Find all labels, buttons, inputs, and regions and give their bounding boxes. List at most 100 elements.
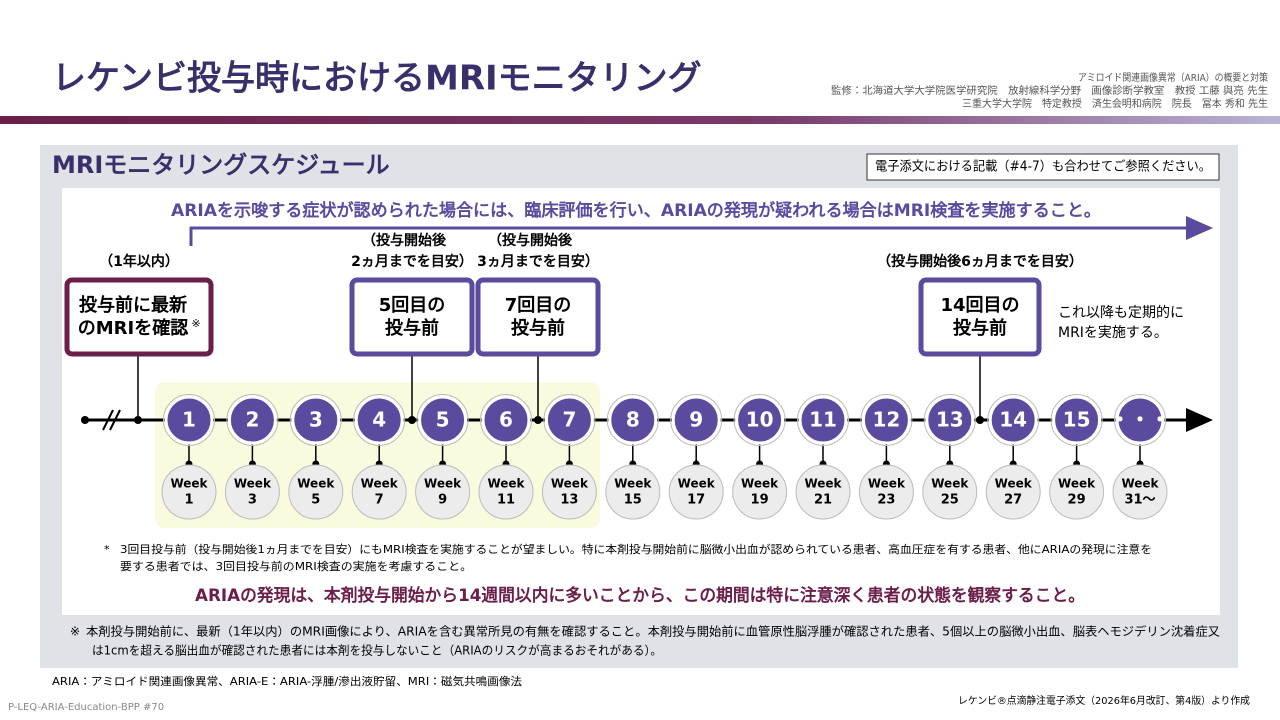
dose-number: 12	[872, 408, 900, 432]
dose-ring	[987, 394, 1040, 446]
checkpoint-box	[349, 277, 475, 357]
week-circle	[351, 464, 407, 520]
week-number: 7	[375, 493, 384, 508]
week-word: Week	[678, 477, 716, 491]
kome-mark: ※	[70, 625, 80, 639]
reference: 電子添文における記載（#4-7）も合わせてご参照ください。	[875, 159, 1211, 175]
dose-ring	[226, 394, 279, 446]
week-word: Week	[297, 477, 335, 491]
checkpoint-period: （投与開始後	[362, 232, 447, 249]
checkpoint-dot	[534, 416, 542, 424]
week-number: 17	[687, 493, 705, 508]
week-circle	[668, 464, 724, 520]
dose-circle	[418, 395, 468, 445]
dose-number: 6	[499, 408, 513, 432]
axis-break	[102, 409, 114, 431]
dose-ring	[1050, 394, 1103, 446]
dose-number: 8	[626, 408, 640, 432]
kome-note: は1cmを超える脳出血が確認された患者には本剤を投与しないこと（ARIAのリスク…	[92, 643, 662, 658]
dose-ring	[480, 394, 532, 446]
checkpoint-period: （1年以内）	[99, 253, 179, 270]
week-number: 31～	[1124, 493, 1155, 508]
week-circle	[795, 464, 851, 520]
checkpoint-label: 投与前	[953, 317, 1007, 339]
dose-ring	[416, 394, 469, 446]
star-note: 3回目投与前（投与開始後1ヵ月までを目安）にもMRI検査を実施することが望ましい…	[120, 542, 1152, 556]
checkpoint-label: 投与前	[385, 317, 439, 339]
dose-circle	[925, 395, 975, 445]
week-circle	[922, 464, 978, 520]
week-number: 5	[311, 493, 320, 508]
code: P-LEQ-ARIA-Education-BPP #70	[8, 702, 164, 713]
week-word: Week	[741, 477, 779, 491]
week-word: Week	[170, 477, 208, 491]
week-word: Week	[804, 477, 842, 491]
checkpoint-period: （投与開始後6ヵ月までを目安）	[877, 253, 1083, 270]
credit: 三重大学大学院 特定教授 済生会明和病院 院長 冨本 秀和 先生	[962, 97, 1268, 110]
week-word: Week	[868, 477, 906, 491]
checkpoint-label: 7回目の	[505, 295, 572, 316]
axis-break	[109, 409, 121, 431]
week-word: Week	[234, 477, 272, 491]
week-word: Week	[424, 477, 462, 491]
dose-number: ・・・	[1110, 408, 1170, 432]
week-circle	[1112, 464, 1168, 520]
week-number: 13	[560, 493, 578, 508]
title: レケンビ投与時におけるMRIモニタリング	[52, 59, 702, 99]
week-word: Week	[931, 477, 969, 491]
checkpoint-box	[475, 277, 601, 357]
banner: ARIAを示唆する症状が認められた場合には、臨床評価を行い、ARIAの発現が疑わ…	[171, 200, 1101, 221]
header-bar	[0, 116, 1280, 124]
dose-circle	[988, 395, 1038, 445]
week-circle	[224, 464, 280, 520]
week-number: 29	[1068, 493, 1086, 508]
axis-start	[81, 416, 89, 424]
dose-ring	[860, 394, 913, 446]
week-word: Week	[995, 477, 1033, 491]
dose-number: 1	[182, 408, 196, 432]
reference-box	[866, 153, 1220, 181]
week-circle	[1049, 464, 1105, 520]
star-note: 要する患者では、3回目投与前のMRI検査の実施を考慮すること。	[120, 559, 472, 573]
continuation: これ以降も定期的に	[1058, 305, 1184, 321]
dose-ring	[163, 394, 215, 446]
week-number: 27	[1004, 493, 1022, 508]
dose-ring	[543, 394, 596, 446]
week-circle	[605, 464, 661, 520]
dose-circle	[354, 395, 404, 445]
week-circle	[288, 464, 344, 520]
week-circle	[415, 464, 471, 520]
dose-circle	[164, 395, 214, 445]
dose-ring	[670, 394, 723, 446]
checkpoint-label: のMRIを確認	[78, 317, 188, 339]
checkpoint-box	[918, 277, 1042, 357]
checkpoint-label: 14回目の	[940, 295, 1019, 316]
checkpoint-period: （投与開始後	[488, 232, 573, 249]
dose-number: 11	[809, 408, 837, 432]
week-word: Week	[361, 477, 399, 491]
dose-number: 10	[746, 408, 774, 432]
dose-number: 7	[562, 408, 576, 432]
dose-number: 14	[999, 408, 1027, 432]
dose-number: 15	[1063, 408, 1091, 432]
dose-circle	[227, 395, 277, 445]
checkpoint-mark: ※	[191, 317, 200, 330]
dose-circle	[481, 395, 531, 445]
dose-circle	[735, 395, 785, 445]
dose-circle	[861, 395, 911, 445]
checkpoint-dot	[134, 416, 142, 424]
dose-number: 3	[309, 408, 323, 432]
kome-note: 本剤投与開始前に、最新（1年以内）のMRI画像により、ARIAを含む異常所見の有…	[86, 624, 1220, 639]
week-circle	[858, 464, 914, 520]
source: レケンビ®点滴静注電子添文（2026年6月改訂、第4版）より作成	[958, 694, 1250, 707]
dose-ring	[733, 394, 786, 446]
credit: アミロイド関連画像異常（ARIA）の概要と対策	[1078, 71, 1268, 84]
week-number: 3	[248, 493, 257, 508]
dose-ring	[289, 394, 342, 446]
dose-ring	[606, 394, 659, 446]
week-number: 21	[814, 493, 832, 508]
week-number: 9	[438, 493, 447, 508]
credit: 監修：北海道大学大学院医学研究院 放射線科学分野 画像診断学教室 教授 工藤 與…	[831, 84, 1268, 97]
week-circle	[985, 464, 1041, 520]
week-circle	[478, 464, 534, 520]
